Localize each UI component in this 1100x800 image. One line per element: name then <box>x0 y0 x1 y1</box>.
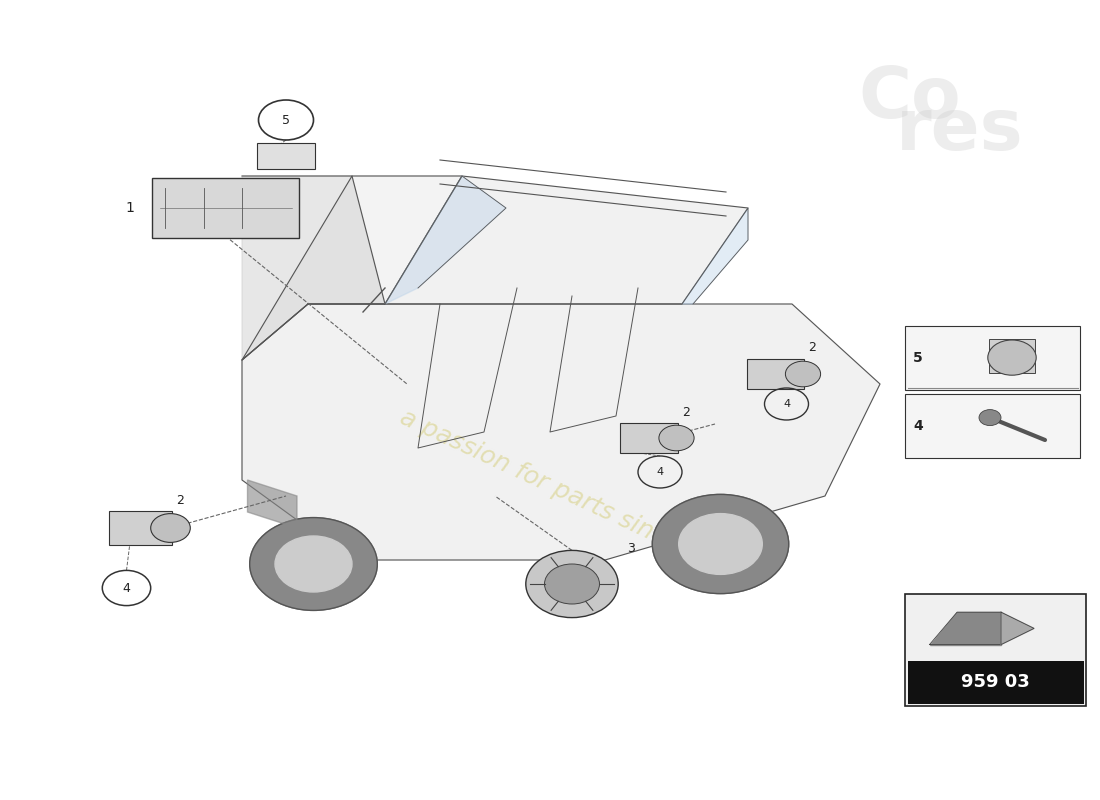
Polygon shape <box>242 176 462 360</box>
Polygon shape <box>385 176 748 304</box>
Circle shape <box>785 362 821 387</box>
Text: 1: 1 <box>125 201 134 215</box>
Polygon shape <box>1001 612 1034 645</box>
Text: 5: 5 <box>282 114 290 126</box>
Polygon shape <box>242 176 385 360</box>
Polygon shape <box>248 480 297 528</box>
Polygon shape <box>242 304 880 560</box>
Polygon shape <box>930 612 1001 645</box>
FancyBboxPatch shape <box>620 423 678 453</box>
Circle shape <box>988 340 1036 375</box>
Text: 2: 2 <box>808 342 816 354</box>
FancyBboxPatch shape <box>905 594 1086 706</box>
Circle shape <box>151 514 190 542</box>
FancyBboxPatch shape <box>908 661 1084 704</box>
Text: 4: 4 <box>122 582 131 594</box>
Text: 5: 5 <box>913 350 923 365</box>
FancyBboxPatch shape <box>747 359 804 389</box>
FancyBboxPatch shape <box>989 339 1035 373</box>
FancyBboxPatch shape <box>905 326 1080 390</box>
FancyBboxPatch shape <box>905 394 1080 458</box>
Circle shape <box>652 494 789 594</box>
Circle shape <box>526 550 618 618</box>
Circle shape <box>275 536 352 592</box>
Text: 959 03: 959 03 <box>961 674 1030 691</box>
Text: 3: 3 <box>627 542 635 554</box>
Text: 4: 4 <box>657 467 663 477</box>
Text: 2: 2 <box>176 494 184 506</box>
Circle shape <box>250 518 377 610</box>
Polygon shape <box>385 176 506 304</box>
FancyBboxPatch shape <box>257 143 315 169</box>
Text: res: res <box>895 96 1023 165</box>
Polygon shape <box>682 208 748 304</box>
Text: 2: 2 <box>682 406 690 418</box>
Text: a passion for parts since 1985: a passion for parts since 1985 <box>396 406 748 586</box>
FancyBboxPatch shape <box>152 178 299 238</box>
Text: 4: 4 <box>783 399 790 409</box>
Circle shape <box>679 514 762 574</box>
Circle shape <box>659 426 694 451</box>
FancyBboxPatch shape <box>109 511 172 545</box>
Circle shape <box>544 564 600 604</box>
Text: 4: 4 <box>913 418 923 433</box>
Circle shape <box>979 410 1001 426</box>
Text: Co: Co <box>858 64 960 133</box>
